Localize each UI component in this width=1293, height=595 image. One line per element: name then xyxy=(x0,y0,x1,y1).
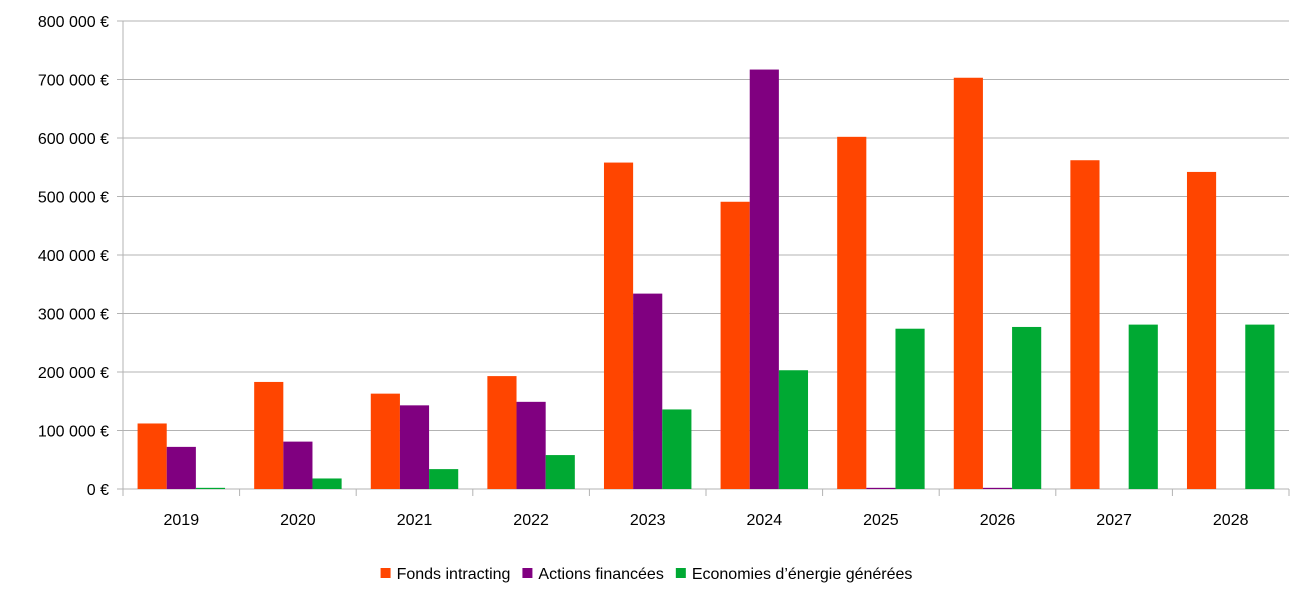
bar xyxy=(1186,171,1217,489)
legend-label: Actions financées xyxy=(538,566,663,583)
bar xyxy=(603,162,634,489)
bar xyxy=(895,328,925,489)
y-tick-label: 500 000 € xyxy=(38,190,109,207)
x-tick-label: 2025 xyxy=(863,512,899,529)
bar xyxy=(399,405,430,489)
bar xyxy=(778,370,809,489)
legend: Fonds intracting Actions financées Economi… xyxy=(380,566,913,583)
x-tick-label: 2021 xyxy=(397,512,433,529)
bar xyxy=(137,423,167,489)
bar xyxy=(312,478,342,489)
y-tick-label: 0 € xyxy=(87,482,109,499)
legend-item: Actions financées xyxy=(522,566,664,583)
bar xyxy=(254,381,284,489)
bar xyxy=(516,401,546,489)
bars xyxy=(137,69,1275,490)
x-tick-label: 2023 xyxy=(630,512,666,529)
bar xyxy=(1070,160,1100,490)
gridlines xyxy=(123,20,1289,431)
x-tick-label: 2020 xyxy=(280,512,316,529)
bar xyxy=(749,69,779,490)
bar xyxy=(283,441,313,489)
bar xyxy=(662,409,692,489)
x-tick-label: 2026 xyxy=(980,512,1016,529)
legend-swatch xyxy=(675,568,686,578)
bar xyxy=(1012,326,1042,489)
y-tick-label: 700 000 € xyxy=(38,73,109,90)
x-tick-labels: 2019 2020 2021 2022 2023 2024 2025 2026 2027 2028 xyxy=(164,512,1249,529)
bar xyxy=(166,446,196,489)
bar xyxy=(1245,324,1275,489)
y-tick-label: 400 000 € xyxy=(38,248,109,265)
axes xyxy=(117,20,1290,496)
y-tick-label: 100 000 € xyxy=(38,424,109,441)
legend-swatch xyxy=(522,568,533,578)
bar xyxy=(837,136,867,489)
bar xyxy=(195,487,226,489)
bar xyxy=(866,487,896,489)
x-tick-label: 2024 xyxy=(747,512,783,529)
bar xyxy=(1128,324,1158,489)
y-tick-label: 200 000 € xyxy=(38,365,109,382)
bar xyxy=(429,469,459,489)
legend-item: Economies d’énergie générées xyxy=(675,566,913,583)
bar xyxy=(633,293,663,489)
legend-item: Fonds intracting xyxy=(380,566,511,583)
legend-label: Fonds intracting xyxy=(397,566,511,583)
y-tick-label: 600 000 € xyxy=(38,131,109,148)
x-tick-label: 2028 xyxy=(1213,512,1249,529)
bar xyxy=(487,376,517,489)
x-tick-label: 2019 xyxy=(164,512,200,529)
legend-label: Economies d’énergie générées xyxy=(692,566,913,583)
y-tick-label: 300 000 € xyxy=(38,307,109,324)
bar xyxy=(953,77,983,490)
x-tick-label: 2022 xyxy=(513,512,549,529)
y-tick-labels: 0 € 100 000 € 200 000 € 300 000 € 400 000 € 5… xyxy=(38,14,109,499)
bar xyxy=(982,487,1013,489)
x-tick-label: 2027 xyxy=(1096,512,1132,529)
legend-swatch xyxy=(380,568,391,578)
bar xyxy=(720,201,750,489)
bar xyxy=(370,393,400,489)
y-tick-label: 800 000 € xyxy=(38,14,109,31)
bar xyxy=(545,455,575,489)
